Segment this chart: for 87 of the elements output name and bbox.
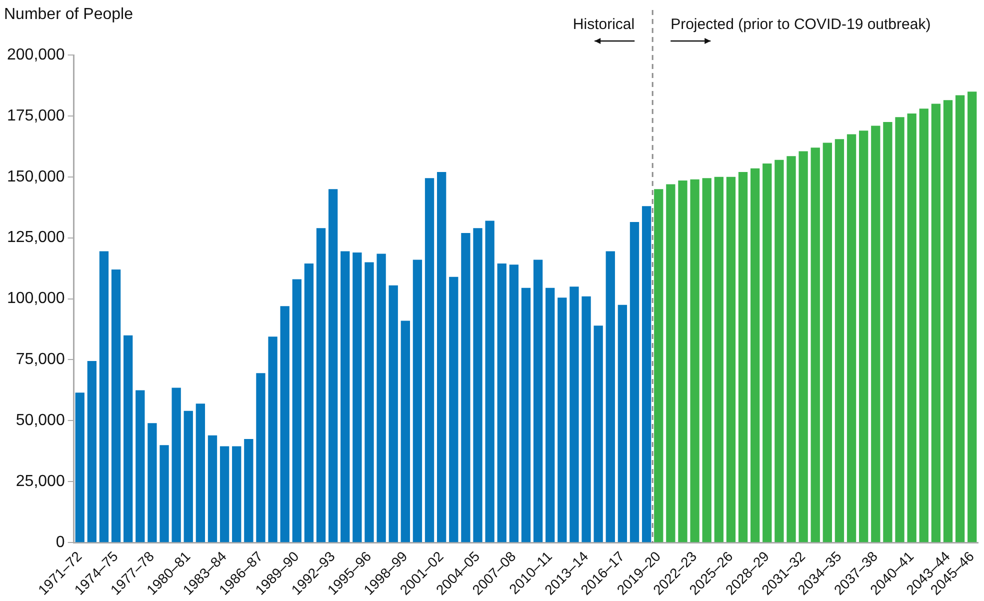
bar bbox=[630, 222, 640, 542]
bar bbox=[521, 288, 531, 542]
bar bbox=[485, 220, 494, 542]
bar bbox=[642, 206, 652, 542]
bar bbox=[726, 176, 736, 542]
bar bbox=[87, 360, 97, 542]
bar bbox=[738, 172, 748, 542]
y-tick-label: 25,000 bbox=[16, 473, 65, 490]
bar bbox=[136, 390, 145, 542]
bar bbox=[846, 134, 856, 542]
y-tick-label: 75,000 bbox=[16, 351, 65, 368]
bar bbox=[461, 232, 470, 542]
bar bbox=[774, 160, 784, 542]
bar bbox=[654, 189, 664, 542]
bar bbox=[594, 326, 603, 542]
bar bbox=[859, 130, 868, 542]
y-tick-label: 150,000 bbox=[6, 168, 65, 186]
bar bbox=[388, 285, 398, 542]
bar bbox=[786, 156, 796, 542]
y-tick-label: 0 bbox=[56, 534, 65, 551]
bar bbox=[304, 263, 314, 542]
bar bbox=[822, 142, 832, 542]
bar bbox=[798, 151, 808, 542]
bar bbox=[931, 104, 941, 542]
bar bbox=[762, 163, 772, 542]
bar bbox=[606, 251, 615, 542]
bar bbox=[328, 189, 338, 542]
bar bbox=[316, 228, 326, 542]
bar bbox=[75, 392, 84, 542]
bar bbox=[172, 388, 181, 542]
bar bbox=[424, 178, 434, 542]
bar bbox=[834, 139, 844, 542]
bar bbox=[437, 172, 446, 542]
bar bbox=[99, 251, 109, 542]
bar bbox=[340, 251, 350, 542]
bar bbox=[412, 260, 422, 542]
bar bbox=[750, 168, 760, 542]
bar bbox=[148, 423, 157, 542]
bar bbox=[533, 260, 543, 542]
bar bbox=[292, 279, 302, 542]
bar bbox=[968, 92, 977, 542]
bar bbox=[364, 262, 374, 542]
bar bbox=[570, 286, 579, 542]
bar bbox=[256, 373, 266, 542]
bar bbox=[810, 148, 820, 542]
bar bbox=[955, 95, 965, 542]
bar bbox=[690, 179, 700, 542]
bar bbox=[546, 288, 555, 542]
bar bbox=[883, 122, 892, 542]
bar bbox=[714, 176, 724, 542]
y-axis-title: Number of People bbox=[4, 6, 133, 24]
bar bbox=[208, 435, 218, 542]
y-tick-label: 125,000 bbox=[6, 229, 65, 246]
bar bbox=[268, 336, 278, 542]
bar bbox=[376, 254, 386, 542]
bar bbox=[449, 276, 458, 542]
bar bbox=[497, 263, 506, 542]
bar bbox=[618, 304, 628, 542]
bar bbox=[196, 404, 206, 542]
bar bbox=[160, 445, 169, 542]
bar bbox=[678, 180, 688, 542]
bar bbox=[232, 446, 242, 542]
bar bbox=[666, 184, 676, 542]
bar bbox=[244, 438, 254, 542]
y-tick-label: 50,000 bbox=[16, 412, 65, 430]
bar bbox=[943, 100, 953, 542]
bar bbox=[582, 296, 591, 542]
bar bbox=[509, 264, 519, 542]
bar bbox=[280, 306, 290, 542]
bar bbox=[220, 446, 230, 542]
y-tick-label: 200,000 bbox=[6, 46, 65, 64]
bar bbox=[702, 178, 712, 542]
bar bbox=[919, 108, 928, 542]
bar bbox=[111, 270, 121, 542]
bar bbox=[558, 298, 567, 542]
text: Historical bbox=[572, 16, 635, 34]
bar bbox=[400, 320, 410, 542]
bar bbox=[124, 335, 133, 542]
y-tick-label: 100,000 bbox=[6, 290, 65, 308]
text: Projected (prior to COVID-19 outbreak) bbox=[670, 16, 931, 34]
bar bbox=[871, 126, 880, 542]
bar bbox=[895, 117, 904, 542]
bar bbox=[473, 228, 482, 542]
bar bbox=[184, 410, 193, 542]
bar bbox=[352, 252, 362, 542]
y-tick-label: 175,000 bbox=[6, 107, 65, 124]
bar bbox=[907, 114, 916, 542]
